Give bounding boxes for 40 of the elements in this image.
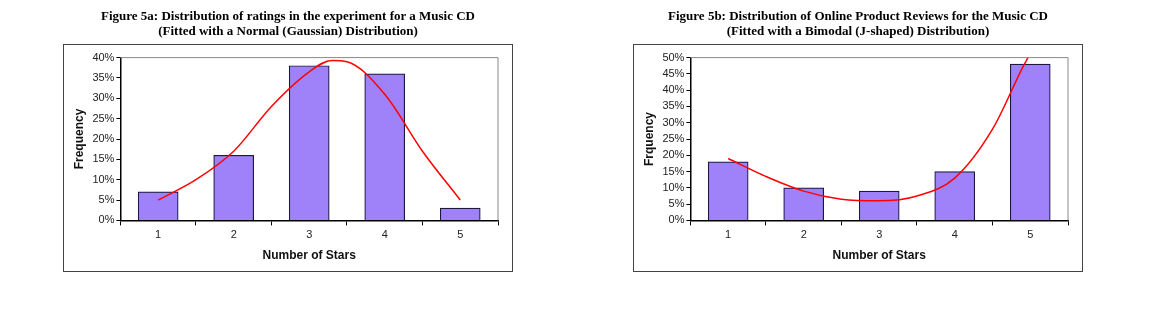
y-tick-label: 40% (662, 83, 685, 96)
x-tick-label: 1 (155, 228, 162, 241)
y-tick-label: 20% (92, 132, 115, 145)
chart-title: Figure 5b: Distribution of Online Product Reviews for the Music CD (668, 8, 1048, 23)
y-tick-label: 30% (662, 115, 685, 128)
y-tick-label: 10% (92, 172, 115, 185)
x-tick-label: 4 (381, 228, 388, 241)
y-tick-label: 45% (662, 66, 685, 79)
x-tick-label: 4 (951, 228, 958, 241)
y-tick-label: 30% (92, 91, 115, 104)
y-tick-label: 15% (662, 164, 685, 177)
y-tick-label: 20% (662, 148, 685, 161)
x-axis-title: Number of Stars (262, 248, 357, 263)
y-tick-label: 25% (662, 132, 685, 145)
y-axis-title: Frquency (641, 111, 656, 167)
y-tick-label: 15% (92, 152, 115, 165)
x-tick-label: 3 (876, 228, 883, 241)
x-tick-label: 2 (230, 228, 237, 241)
x-tick-label: 5 (1027, 228, 1034, 241)
line-series (157, 59, 461, 201)
chart-subtitle: (Fitted with a Normal (Gaussian) Distribution) (157, 23, 419, 38)
x-tick-label: 2 (800, 228, 807, 241)
y-tick-label: 0% (98, 213, 115, 226)
y-tick-label: 35% (92, 70, 115, 83)
y-tick-label: 35% (662, 99, 685, 112)
x-tick-label: 5 (457, 228, 464, 241)
x-axis-title: Number of Stars (832, 248, 927, 263)
y-tick-label: 5% (668, 197, 685, 210)
y-axis-title: Frequency (71, 108, 86, 170)
chart-subtitle: (Fitted with a Bimodal (J-shaped) Distribution) (725, 23, 991, 38)
y-tick-label: 5% (98, 193, 115, 206)
line-series (727, 56, 1029, 202)
x-tick-label: 1 (725, 228, 732, 241)
y-tick-label: 40% (92, 50, 115, 63)
chart-title: Figure 5a: Distribution of ratings in the experiment for a Music CD (101, 8, 475, 23)
y-tick-label: 50% (662, 50, 685, 63)
y-tick-label: 10% (662, 180, 685, 193)
y-tick-label: 0% (668, 213, 685, 226)
x-tick-label: 3 (306, 228, 313, 241)
y-tick-label: 25% (92, 111, 115, 124)
